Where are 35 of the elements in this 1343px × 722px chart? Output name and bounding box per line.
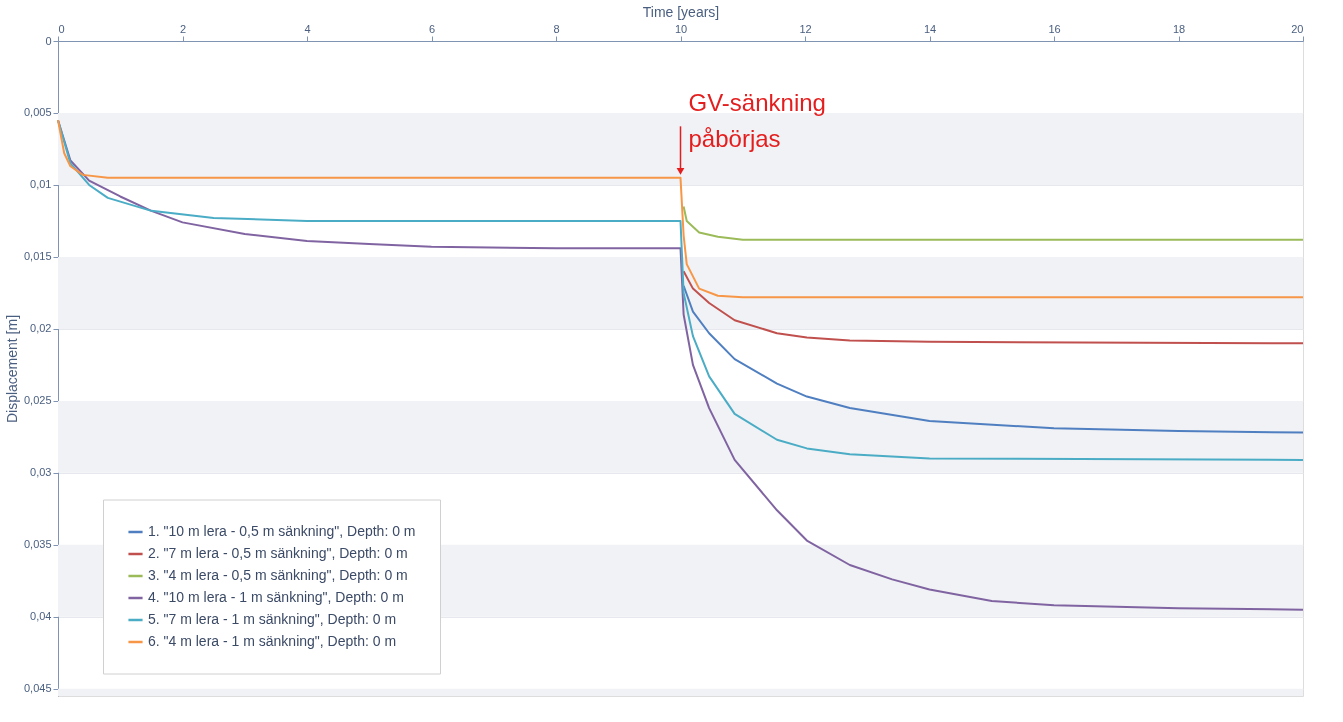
x-tick-label: 8	[553, 22, 560, 35]
x-tick-label: 4	[304, 22, 311, 35]
x-tick-label: 18	[1172, 22, 1186, 35]
y-tick-label: 0,01	[30, 178, 52, 191]
x-tick-label: 14	[923, 22, 937, 35]
annotation: GV-sänkning påbörjas	[688, 89, 826, 153]
y-tick-label: 0	[45, 34, 52, 47]
y-tick-label: 0,015	[23, 250, 52, 263]
legend-label: 6. "4 m lera - 1 m sänkning", Depth: 0 m	[148, 633, 397, 649]
line-series	[682, 205, 1304, 241]
legend-label: 5. "7 m lera - 1 m sänkning", Depth: 0 m	[148, 611, 397, 627]
line-series	[57, 119, 1304, 461]
x-tick-label: 20	[1291, 22, 1304, 35]
x-axis-title: Time [years]	[642, 3, 720, 20]
line-series	[682, 284, 1304, 434]
y-tick-label: 0,025	[23, 394, 52, 407]
legend-label: 3. "4 m lera - 0,5 m sänkning", Depth: 0 m	[148, 567, 408, 583]
legend-label: 4. "10 m lera - 1 m sänkning", Depth: 0 m	[148, 589, 404, 605]
y-tick-label: 0,04	[30, 610, 52, 623]
y-axis-title: Displacement [m]	[3, 314, 20, 424]
legend-label: 1. "10 m lera - 0,5 m sänkning", Depth: 0 m	[148, 523, 416, 539]
line-series	[682, 270, 1304, 345]
y-tick-label: 0,035	[23, 538, 52, 551]
x-tick-label: 0	[58, 22, 65, 35]
y-tick-label: 0,03	[30, 466, 52, 479]
y-tick-label: 0,02	[30, 322, 52, 335]
y-tick-label: 0,045	[23, 682, 52, 695]
x-tick-label: 12	[799, 22, 812, 35]
line-series	[57, 119, 1304, 299]
x-tick-label: 6	[428, 22, 436, 35]
x-tick-label: 16	[1048, 22, 1061, 35]
x-tick-label: 2	[179, 22, 187, 35]
x-tick-label: 10	[674, 22, 688, 35]
y-tick-label: 0,005	[23, 106, 52, 119]
legend-label: 2. "7 m lera - 0,5 m sänkning", Depth: 0 m	[148, 545, 408, 561]
